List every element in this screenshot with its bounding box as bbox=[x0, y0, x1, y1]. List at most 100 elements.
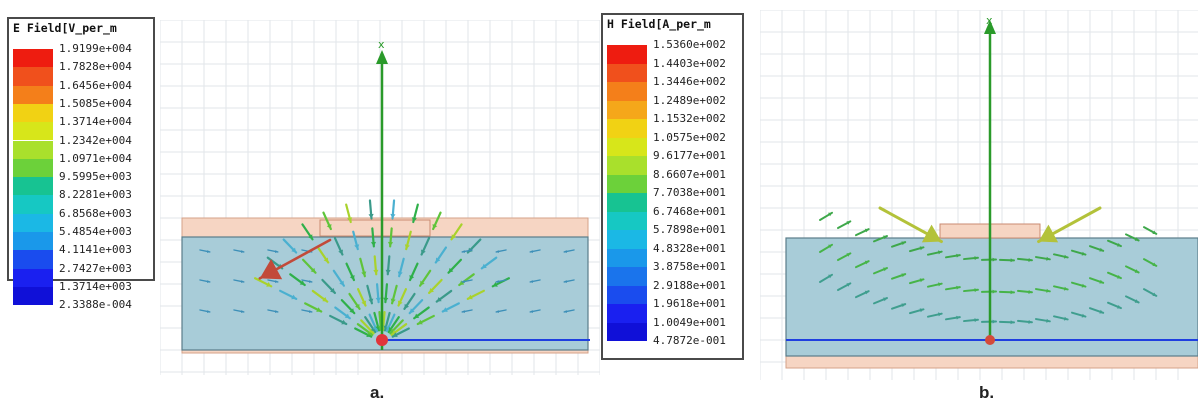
arrow-head bbox=[420, 249, 426, 255]
arrow-head bbox=[361, 300, 367, 306]
arrow-head bbox=[1099, 309, 1104, 314]
legend-swatch bbox=[607, 285, 647, 304]
legend-swatch bbox=[13, 213, 53, 232]
arrow-head bbox=[919, 246, 924, 251]
arrow-head bbox=[316, 307, 322, 312]
patch bbox=[319, 219, 431, 237]
arrow-head bbox=[921, 224, 942, 243]
arrow-head bbox=[1152, 230, 1157, 235]
arrow-head bbox=[341, 319, 347, 325]
dielectric-substrate bbox=[181, 236, 589, 351]
arrow-head bbox=[330, 288, 335, 293]
arrow-head bbox=[404, 244, 410, 250]
arrow-head bbox=[310, 267, 316, 273]
legend-swatch bbox=[607, 211, 647, 230]
arrow-head bbox=[240, 279, 244, 283]
legend-value: 3.8758e+001 bbox=[653, 260, 726, 273]
arrow-head bbox=[1046, 318, 1050, 323]
arrow-head bbox=[1099, 247, 1104, 252]
arrow-head bbox=[937, 282, 942, 287]
arrow-head bbox=[274, 279, 278, 283]
arrow-head bbox=[864, 260, 869, 265]
legend-value: 4.8328e+001 bbox=[653, 241, 726, 255]
legend-value: 6.7468e+001 bbox=[653, 204, 726, 218]
legend-value: 4.1141e+003 bbox=[59, 243, 132, 257]
arrow-head bbox=[1117, 242, 1121, 247]
arrow-head bbox=[411, 217, 417, 223]
arrow-head bbox=[344, 313, 350, 319]
legend-value: 1.9199e+004 bbox=[59, 42, 132, 55]
arrow-head bbox=[1010, 290, 1014, 295]
arrow-head bbox=[828, 244, 833, 249]
arrow-head bbox=[1063, 286, 1068, 291]
arrow-head bbox=[390, 213, 396, 219]
arrow-head bbox=[299, 280, 305, 285]
arrow-head bbox=[355, 303, 360, 309]
legend-swatch bbox=[13, 232, 53, 251]
arrow-head bbox=[417, 319, 423, 325]
arrow-head bbox=[883, 297, 887, 302]
arrow-head bbox=[1134, 237, 1139, 241]
legend-value: 2.7427e+003 bbox=[59, 261, 132, 275]
legend-swatch bbox=[607, 137, 647, 156]
legend-e-field: E Field[V_per_m 1.9199e+004 1.7828e+004 1.… bbox=[7, 17, 155, 311]
legend-value: 8.2281e+003 bbox=[59, 188, 132, 202]
legend-swatch bbox=[13, 85, 53, 104]
legend-value: 1.3714e+003 bbox=[59, 279, 132, 293]
arrow-head bbox=[259, 259, 283, 280]
arrow-head bbox=[349, 275, 355, 281]
arrow-head bbox=[937, 312, 942, 317]
legend-value: 1.5085e+004 bbox=[59, 96, 132, 110]
legend-value: 1.0049e+001 bbox=[653, 315, 726, 329]
legend-value: 1.0575e+002 bbox=[653, 130, 726, 144]
legend-value: 4.7872e-001 bbox=[653, 334, 726, 347]
arrow-head bbox=[274, 249, 278, 253]
legend-swatch bbox=[607, 45, 647, 64]
arrow-head bbox=[564, 279, 568, 283]
legend-title-e: E Field[V_per_m bbox=[13, 21, 117, 35]
arrow-head bbox=[564, 249, 568, 253]
e-field-arrows bbox=[199, 199, 575, 338]
arrow-head bbox=[385, 269, 391, 275]
arrow-head bbox=[409, 275, 415, 281]
arrow-head bbox=[496, 249, 500, 253]
arrow-head bbox=[307, 234, 313, 240]
arrow-head bbox=[392, 332, 398, 337]
caption-a: a. bbox=[370, 383, 385, 402]
caption-b: b. bbox=[979, 383, 995, 402]
axis-label-x: x bbox=[378, 38, 385, 51]
arrow-head bbox=[349, 308, 355, 314]
arrow-head bbox=[496, 309, 500, 313]
arrow-head bbox=[386, 326, 392, 332]
legend-swatch bbox=[13, 67, 53, 86]
arrow-head bbox=[361, 271, 367, 277]
legend-value: 6.8568e+003 bbox=[59, 206, 132, 220]
arrow-head bbox=[322, 296, 328, 302]
arrow-head bbox=[883, 235, 887, 240]
arrow-head bbox=[956, 253, 960, 258]
legend-value: 1.3446e+002 bbox=[653, 75, 726, 88]
arrow-head bbox=[291, 247, 297, 253]
legend-swatch bbox=[13, 158, 53, 178]
arrow-head bbox=[347, 217, 353, 223]
arrow-head bbox=[429, 288, 434, 293]
arrow-head bbox=[240, 249, 244, 253]
legend-value: 1.0971e+004 bbox=[59, 151, 132, 165]
legend-swatch bbox=[607, 267, 647, 286]
arrow-head bbox=[1046, 256, 1050, 261]
legend-value: 1.4403e+002 bbox=[653, 56, 726, 70]
arrow-head bbox=[338, 249, 344, 255]
legend-title-h: H Field[A_per_m bbox=[607, 17, 711, 31]
arrow-head bbox=[530, 279, 534, 283]
arrow-head bbox=[1134, 299, 1139, 303]
arrow-head bbox=[974, 256, 978, 261]
arrow-head bbox=[1117, 274, 1121, 279]
arrow-head bbox=[919, 308, 924, 313]
origin-marker bbox=[985, 335, 995, 345]
arrow-head bbox=[1028, 257, 1032, 262]
legend-value: 1.5360e+002 bbox=[653, 38, 726, 51]
arrow-head bbox=[467, 294, 473, 300]
legend-swatch bbox=[607, 193, 647, 212]
arrow-head bbox=[530, 249, 534, 253]
legend-value: 5.7898e+001 bbox=[653, 223, 726, 236]
